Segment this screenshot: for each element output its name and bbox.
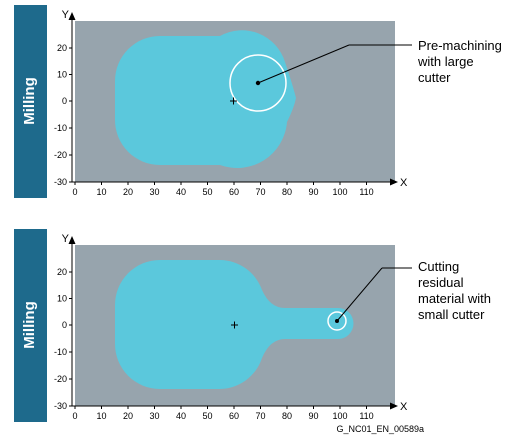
x-tick-label: 60 <box>229 411 239 421</box>
figure-id: G_NC01_EN_00589a <box>336 424 424 434</box>
y-tick-label: -10 <box>54 123 67 133</box>
x-tick-label: 70 <box>255 187 265 197</box>
x-tick-label: 110 <box>359 187 373 197</box>
x-tick-label: 20 <box>123 411 133 421</box>
y-ticks <box>69 271 72 407</box>
x-tick-label: 30 <box>149 187 159 197</box>
y-tick-label: -10 <box>54 347 67 357</box>
y-tick-label: -20 <box>54 150 67 160</box>
y-axis-name: Y <box>62 233 70 245</box>
x-tick-label: 100 <box>332 187 347 197</box>
y-tick-label: 20 <box>57 43 67 53</box>
x-tick-label: 40 <box>176 187 186 197</box>
cutter-circle-icon <box>327 311 347 331</box>
callout-line: Cutting <box>418 259 459 274</box>
x-axis-arrow <box>390 178 398 186</box>
x-tick-label: 40 <box>176 411 186 421</box>
x-tick-label: 0 <box>72 187 77 197</box>
origin-cross-icon <box>230 97 237 105</box>
side-label: Milling <box>21 301 38 349</box>
callout-line: Pre-machining <box>418 38 502 53</box>
side-bar <box>14 229 47 422</box>
y-tick-label: 20 <box>57 267 67 277</box>
y-tick-label: -30 <box>54 401 67 411</box>
y-tick-label: 10 <box>57 70 67 80</box>
y-axis-arrow <box>68 236 76 244</box>
panel-top: Milling Y X 20 10 0 -10 <box>14 5 502 198</box>
y-ticks <box>69 47 72 183</box>
y-axis-name: Y <box>62 9 70 21</box>
x-tick-label: 90 <box>308 187 318 197</box>
x-tick-label: 50 <box>202 411 212 421</box>
x-tick-label: 20 <box>123 187 133 197</box>
y-axis-arrow <box>68 12 76 20</box>
x-tick-label: 10 <box>96 187 106 197</box>
cutter-circle-icon <box>229 54 287 112</box>
x-axis-name: X <box>400 401 408 413</box>
x-tick-label: 30 <box>149 411 159 421</box>
y-tick-label: 0 <box>62 96 67 106</box>
x-tick-label: 80 <box>282 187 292 197</box>
origin-cross-icon <box>231 321 238 329</box>
x-ticks <box>74 182 367 185</box>
y-tick-label: 0 <box>62 320 67 330</box>
x-axis-arrow <box>390 402 398 410</box>
x-axis-name: X <box>400 177 408 189</box>
y-tick-label: -30 <box>54 177 67 187</box>
callout-line: residual <box>418 275 464 290</box>
side-bar <box>14 5 47 198</box>
callout-line: cutter <box>418 70 451 85</box>
x-tick-label: 80 <box>282 411 292 421</box>
x-tick-label: 100 <box>332 411 347 421</box>
y-tick-label: 10 <box>57 294 67 304</box>
callout-line: material with <box>418 291 491 306</box>
y-tick-label: -20 <box>54 374 67 384</box>
panel-bottom: Milling Y X 20 10 0 -10 <box>14 229 491 422</box>
x-tick-label: 10 <box>96 411 106 421</box>
leader-line <box>336 267 383 322</box>
side-label: Milling <box>21 77 38 125</box>
x-tick-label: 70 <box>255 411 265 421</box>
x-tick-label: 60 <box>229 187 239 197</box>
workpiece-shape <box>115 30 296 169</box>
x-tick-label: 90 <box>308 411 318 421</box>
callout-line: with large <box>417 54 474 69</box>
leader-line <box>257 44 350 84</box>
callout-line: small cutter <box>418 307 485 322</box>
x-tick-label: 110 <box>359 411 373 421</box>
x-ticks <box>74 406 367 409</box>
x-tick-label: 0 <box>72 411 77 421</box>
x-tick-label: 50 <box>202 187 212 197</box>
